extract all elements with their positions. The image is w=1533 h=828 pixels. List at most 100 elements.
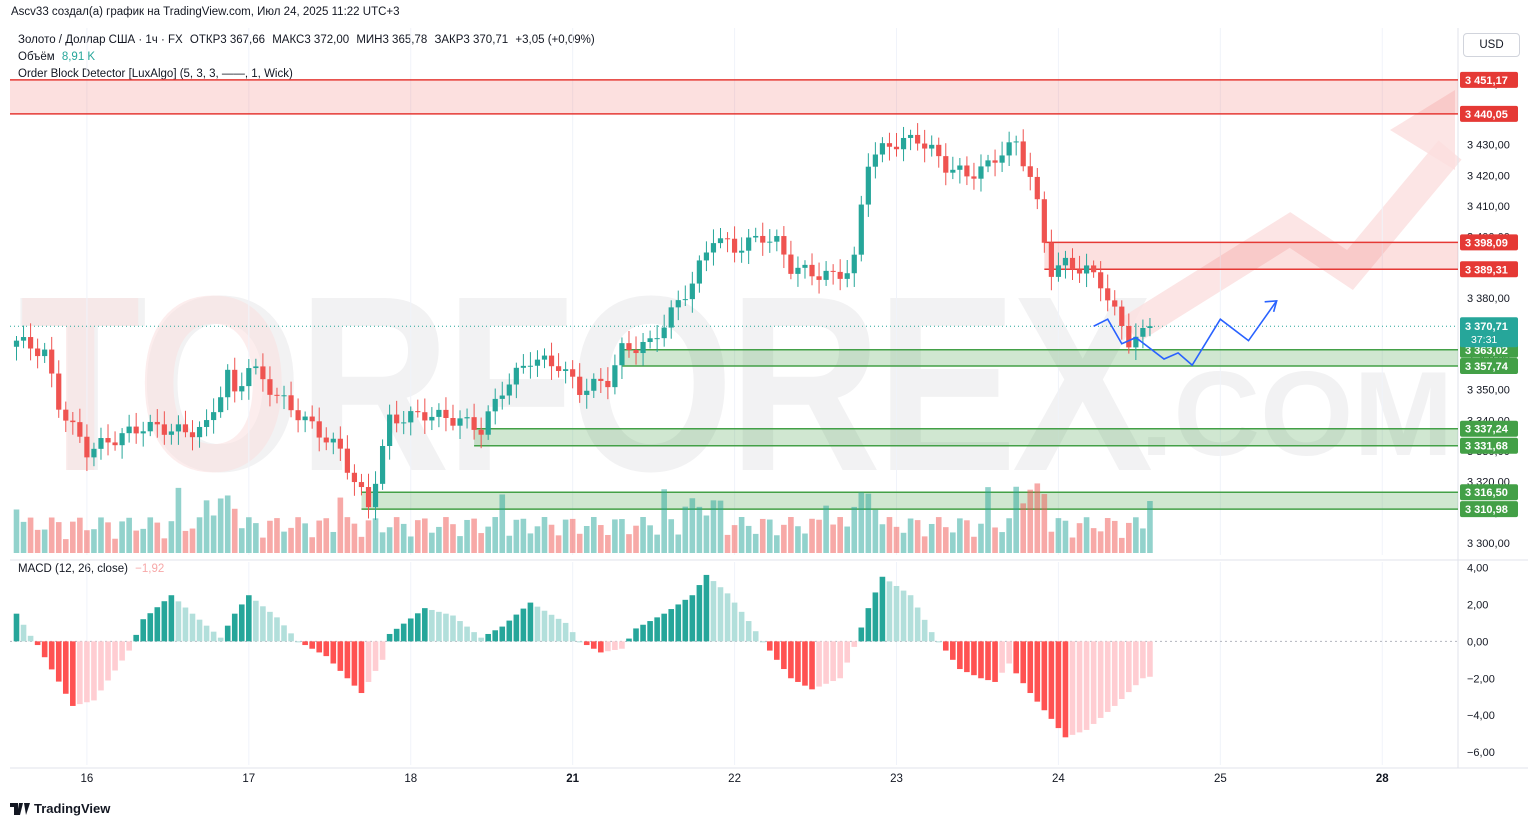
volume-bar [1111,520,1118,553]
candle-body [196,426,203,438]
candle-body [950,169,956,173]
candle-body [999,155,1005,163]
candle-body [401,422,407,424]
volume-bar [914,520,921,553]
candle-body [534,359,541,366]
volume-bar [471,518,477,553]
macd-histogram-bar [161,601,168,642]
volume-bar [41,529,48,553]
symbol-name[interactable]: Золото / Доллар США · 1ч · FX [18,34,183,46]
volume-bar [386,527,393,553]
candle-body [337,438,343,449]
candle-body [915,134,921,144]
macd-histogram-bar [77,641,83,705]
volume-bar [985,487,991,553]
candle-body [471,417,477,430]
macd-histogram-bar [626,638,632,642]
volume-bar [548,524,555,553]
volume-bar [224,495,231,553]
macd-histogram-bar [766,641,773,651]
volume-bar [140,528,147,553]
macd-histogram-bar [316,641,323,653]
volume-bar [633,525,639,553]
bearish-price-label [1460,105,1518,122]
volume-bar [752,533,759,553]
price-axis-tick: 3 300,00 [1467,538,1510,550]
price-axis-tick: 3 430,00 [1467,140,1510,152]
macd-histogram-bar [1006,641,1012,664]
volume-bar [781,524,787,553]
volume-bar [964,520,970,553]
currency-button[interactable]: USD [1463,33,1520,57]
volume-bar [316,520,323,553]
macd-label: MACD (12, 26, close) [18,563,128,575]
macd-histogram-bar [886,581,893,642]
candle-body [1048,242,1054,277]
price-label-text: 3 316,50 [1465,487,1508,499]
volume-bar [1062,520,1069,553]
macd-histogram-bar [942,641,949,651]
volume-bar [323,518,330,553]
volume-bar [210,515,217,553]
macd-histogram-bar [62,641,69,694]
symbol-legend[interactable]: Золото / Доллар США · 1ч · FX ОТКР3 367,… [18,34,595,46]
volume-bar [161,538,168,553]
candle-body [436,409,442,417]
macd-histogram-bar [971,641,977,676]
candle-body [63,409,69,421]
bullish-price-label [1460,420,1518,437]
candle-body [760,235,766,243]
macd-histogram-bar [457,621,463,642]
candle-body [584,390,590,395]
macd-histogram-bar [246,595,252,642]
candle-body [485,411,491,435]
candle-body [189,432,196,438]
candle-body [900,137,907,150]
macd-histogram-bar [231,613,238,642]
macd-histogram-bar [654,617,660,642]
candle-body [964,165,970,177]
candle-body [302,416,308,421]
macd-histogram-bar [865,608,872,642]
macd-histogram-bar [605,641,611,652]
volume-bar [379,532,386,553]
volume-bar [731,525,738,553]
volume-bar [84,530,90,553]
macd-axis-tick: −6,00 [1467,747,1495,759]
volume-bar [414,520,421,553]
price-label-text: 3 398,09 [1465,237,1508,249]
macd-histogram-bar [858,627,865,642]
candle-body [288,395,294,411]
volume-bar [682,506,689,553]
candle-body [1091,265,1097,273]
macd-histogram-bar [893,585,900,642]
candle-body [1112,300,1118,307]
macd-histogram-bar [224,625,231,642]
volume-bar [499,494,506,553]
macd-histogram-bar [182,607,189,642]
macd-histogram-bar [429,609,435,642]
macd-histogram-bar [957,641,963,670]
volume-bar [91,529,97,553]
candle-body [661,327,667,339]
macd-histogram-bar [478,637,484,642]
macd-histogram-bar [1034,641,1041,702]
tradingview-logo[interactable]: TradingView [10,801,110,816]
macd-histogram-bar [344,641,351,679]
time-axis-tick: 21 [566,773,579,785]
volume-bar [978,523,984,553]
candle-body [703,252,710,261]
volume-bar [921,536,928,553]
volume-bar [400,523,407,553]
candle-body [98,438,104,449]
candle-body [478,429,484,435]
macd-legend[interactable]: MACD (12, 26, close) −1,92 [18,563,164,575]
volume-bar [802,533,808,553]
volume-bar [337,497,344,553]
projection-path [1093,300,1278,367]
candle-body [133,426,139,434]
volume-bar [788,517,794,553]
candle-body [372,483,379,508]
macd-histogram-bar [217,637,224,642]
